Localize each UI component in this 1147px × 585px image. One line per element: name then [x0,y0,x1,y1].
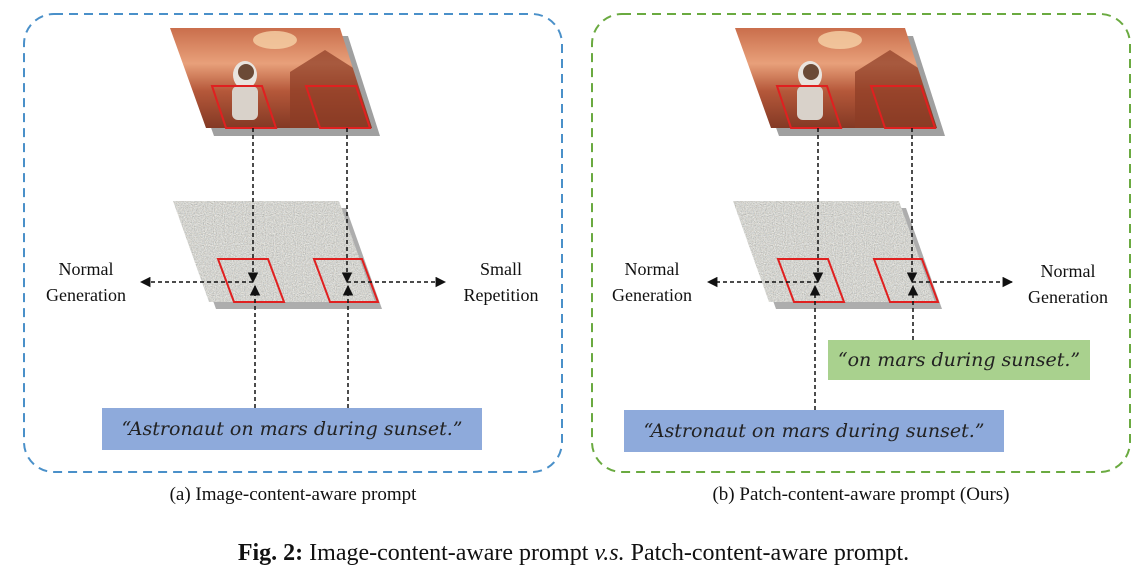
panel-b-noise-plane [733,201,942,309]
panel-a-image-plane [170,28,380,136]
panel-b-connectors [706,128,1014,410]
panel-a-image-prompt: “Astronaut on mars during sunset.” [102,408,482,450]
panel-b-subcaption: (b) Patch-content-aware prompt (Ours) [712,484,1010,505]
figure-label: Fig. 2: [237,540,304,566]
panel-a-subcaption: (a) Image-content-aware prompt [169,484,417,505]
panel-b-right-label-line1: Normal [1040,261,1096,281]
panel-b-left-label-line2: Generation [612,285,692,305]
panel-a-left-label: Normal Generation [34,256,138,308]
panel-a-left-label-line2: Generation [46,285,126,305]
panel-a-right-label-line2: Repetition [463,285,539,305]
caption-text-after: Patch-content-aware prompt. [630,540,910,566]
panel-a-border [23,13,563,473]
panel-b-image-plane [735,28,945,136]
caption-text-before: Image-content-aware prompt [309,540,589,566]
panel-a-right-label: Small Repetition [452,256,550,308]
panel-b-right-label: Normal Generation [1016,258,1120,310]
panel-a-right-label-line1: Small [479,259,522,279]
panel-b-left-label-line1: Normal [624,259,680,279]
panel-a-connectors [139,128,447,408]
panel-b-border [591,13,1131,473]
panel-b-patch-prompt: “on mars during sunset.” [828,340,1090,380]
panel-b-image-prompt: “Astronaut on mars during sunset.” [624,410,1004,452]
panel-a-left-label-line1: Normal [58,259,114,279]
figure-caption: Fig. 2: Image-content-aware prompt v.s. … [0,540,1147,567]
caption-vs: v.s. [594,540,625,566]
panel-b-right-label-line2: Generation [1028,287,1108,307]
panel-a-noise-plane [173,201,382,309]
panel-b-left-label: Normal Generation [600,256,704,308]
